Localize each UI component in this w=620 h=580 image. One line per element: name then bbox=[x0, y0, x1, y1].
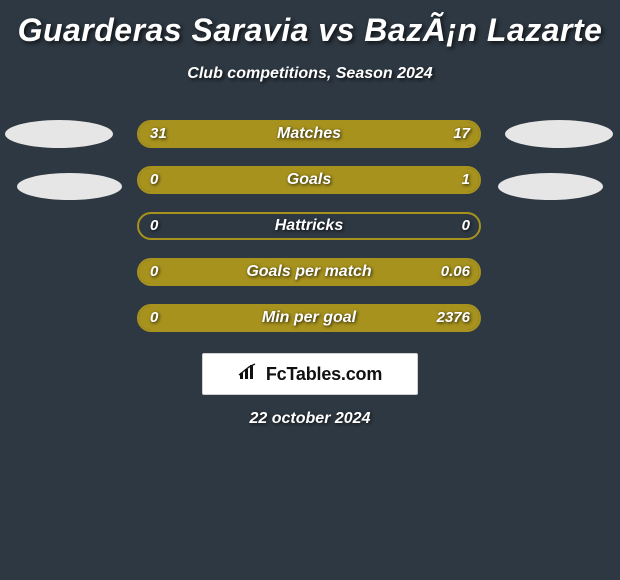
chart-icon bbox=[238, 363, 260, 386]
brand-frame: FcTables.com bbox=[202, 353, 418, 395]
stat-row: Goals per match00.06 bbox=[0, 249, 620, 295]
bar-track bbox=[137, 304, 481, 332]
bar-track bbox=[137, 120, 481, 148]
bar-right bbox=[139, 306, 479, 330]
page-title: Guarderas Saravia vs BazÃ¡n Lazarte bbox=[0, 0, 620, 49]
avatar-placeholder bbox=[498, 173, 603, 200]
bar-left bbox=[139, 122, 359, 146]
bar-track bbox=[137, 212, 481, 240]
avatar-placeholder bbox=[5, 120, 113, 148]
page-subtitle: Club competitions, Season 2024 bbox=[0, 65, 620, 83]
bar-left bbox=[139, 168, 197, 192]
avatar-placeholder bbox=[17, 173, 122, 200]
brand-label: FcTables.com bbox=[266, 364, 382, 385]
bar-track bbox=[137, 258, 481, 286]
date-label: 22 october 2024 bbox=[0, 410, 620, 428]
bar-right bbox=[197, 168, 479, 192]
bar-right bbox=[139, 260, 479, 284]
bar-track bbox=[137, 166, 481, 194]
bar-right bbox=[359, 122, 479, 146]
avatar-placeholder bbox=[505, 120, 613, 148]
stat-row: Min per goal02376 bbox=[0, 295, 620, 341]
comparison-infographic: Guarderas Saravia vs BazÃ¡n Lazarte Club… bbox=[0, 0, 620, 580]
stat-row: Hattricks00 bbox=[0, 203, 620, 249]
chart-area: Matches3117Goals01Hattricks00Goals per m… bbox=[0, 111, 620, 341]
